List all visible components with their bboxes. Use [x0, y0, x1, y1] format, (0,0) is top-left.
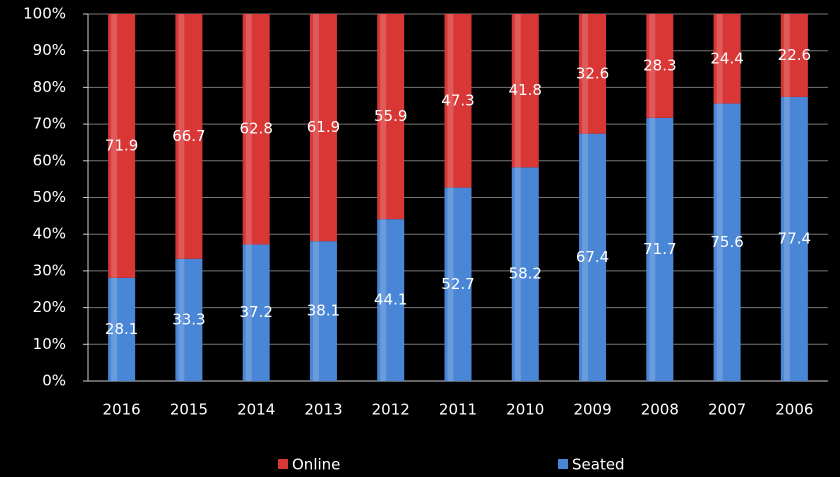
- bar-segment: [780, 14, 808, 97]
- data-label: 32.6: [576, 64, 609, 82]
- data-label: 52.7: [441, 275, 474, 293]
- bar-segment: [646, 14, 674, 118]
- x-tick-label: 2006: [775, 401, 813, 419]
- data-label: 41.8: [509, 81, 542, 99]
- bar-segment: [377, 14, 405, 220]
- data-label: 22.6: [778, 46, 811, 64]
- bar-segment: [309, 14, 337, 242]
- x-tick-label: 2013: [304, 401, 342, 419]
- data-label: 71.9: [105, 136, 138, 154]
- bar-segment: [242, 244, 270, 381]
- data-label: 55.9: [374, 107, 407, 125]
- bar-segment: [377, 219, 405, 381]
- y-tick-label: 30%: [33, 261, 66, 279]
- bar-segment: [444, 14, 472, 188]
- bar-segment: [579, 14, 607, 134]
- bar-shine: [312, 14, 319, 242]
- bar-segment: [175, 14, 203, 259]
- bar-segment: [646, 117, 674, 382]
- legend-swatch: [278, 459, 288, 469]
- x-tick-label: 2009: [573, 401, 611, 419]
- y-tick-label: 70%: [33, 115, 66, 133]
- bar-segment: [511, 14, 539, 168]
- bar-shine: [312, 241, 319, 381]
- legend-label: Seated: [572, 456, 625, 474]
- x-tick-label: 2010: [506, 401, 544, 419]
- data-label: 62.8: [239, 120, 272, 138]
- bar-segment: [713, 103, 741, 381]
- data-label: 77.4: [778, 229, 811, 247]
- bar-segment: [108, 14, 136, 278]
- bar-shine: [582, 133, 589, 381]
- x-tick-label: 2008: [641, 401, 679, 419]
- bar-segment: [579, 133, 607, 381]
- bar-shine: [178, 14, 185, 259]
- bar-segment: [511, 167, 539, 381]
- data-label: 75.6: [710, 233, 743, 251]
- data-label: 66.7: [172, 127, 205, 145]
- data-label: 67.4: [576, 248, 609, 266]
- y-tick-label: 40%: [33, 225, 66, 243]
- bar-shine: [582, 14, 589, 134]
- bar-segment: [309, 241, 337, 381]
- y-tick-label: 20%: [33, 298, 66, 316]
- x-tick-label: 2015: [170, 401, 208, 419]
- bar-shine: [380, 14, 387, 220]
- bar-shine: [649, 117, 656, 382]
- y-tick-label: 0%: [42, 372, 66, 390]
- y-tick-label: 100%: [23, 5, 66, 23]
- y-tick-label: 50%: [33, 188, 66, 206]
- x-tick-label: 2012: [372, 401, 410, 419]
- bar-segment: [444, 187, 472, 381]
- bar-shine: [716, 14, 723, 104]
- bar-shine: [380, 219, 387, 381]
- bar-shine: [447, 187, 454, 381]
- legend-swatch: [558, 459, 568, 469]
- bar-shine: [514, 167, 521, 381]
- bar-segment: [108, 277, 136, 381]
- bar-shine: [649, 14, 656, 118]
- bar-segment: [780, 96, 808, 381]
- x-tick-label: 2014: [237, 401, 275, 419]
- bar-shine: [514, 14, 521, 168]
- data-label: 44.1: [374, 291, 407, 309]
- bar-shine: [783, 14, 790, 97]
- bar-segment: [175, 258, 203, 381]
- bar-shine: [447, 14, 454, 188]
- data-label: 37.2: [239, 303, 272, 321]
- bar-segment: [713, 14, 741, 104]
- legend-label: Online: [292, 456, 340, 474]
- y-tick-label: 10%: [33, 335, 66, 353]
- y-tick-label: 60%: [33, 151, 66, 169]
- data-label: 38.1: [307, 302, 340, 320]
- data-label: 28.3: [643, 56, 676, 74]
- bar-shine: [111, 277, 118, 381]
- bar-shine: [245, 244, 252, 381]
- bar-shine: [245, 14, 252, 245]
- x-tick-label: 2016: [103, 401, 141, 419]
- bar-shine: [783, 96, 790, 381]
- data-label: 28.1: [105, 320, 138, 338]
- data-label: 71.7: [643, 240, 676, 258]
- bar-shine: [716, 103, 723, 381]
- data-label: 61.9: [307, 118, 340, 136]
- data-label: 47.3: [441, 91, 474, 109]
- bar-shine: [178, 258, 185, 381]
- bar-segment: [242, 14, 270, 245]
- y-tick-label: 80%: [33, 78, 66, 96]
- x-tick-label: 2007: [708, 401, 746, 419]
- y-tick-label: 90%: [33, 41, 66, 59]
- data-label: 58.2: [509, 265, 542, 283]
- bar-shine: [111, 14, 118, 278]
- data-label: 33.3: [172, 310, 205, 328]
- data-label: 24.4: [710, 49, 743, 67]
- x-tick-label: 2011: [439, 401, 477, 419]
